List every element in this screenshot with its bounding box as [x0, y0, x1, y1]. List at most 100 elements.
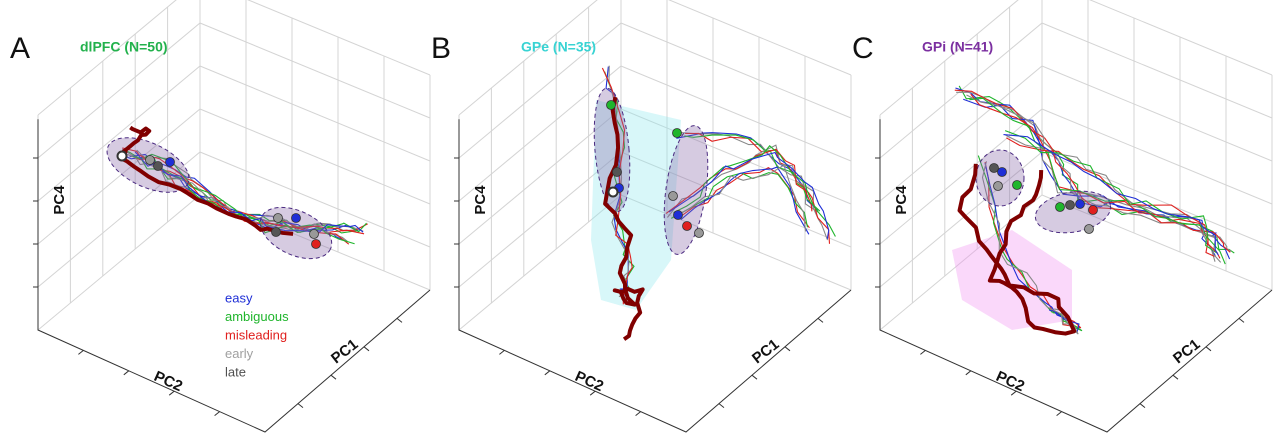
trajectory: [139, 154, 368, 232]
panel-title: GPe (N=35): [521, 39, 596, 55]
panel: C GPi (N=41) PC4 PC2 PC1: [852, 0, 1273, 433]
marker: [612, 167, 622, 177]
legend-entry: misleading: [225, 327, 287, 342]
trajectory: [144, 157, 367, 234]
axis-label: PC2: [993, 368, 1027, 395]
marker: [694, 228, 704, 238]
trajectory: [680, 166, 810, 235]
panel: B GPe (N=35) PC4 PC2 PC1: [431, 0, 852, 433]
marker: [309, 229, 319, 239]
panel-title: dlPFC (N=50): [80, 39, 168, 55]
tick: [784, 346, 791, 352]
marker: [165, 157, 175, 167]
marker: [1055, 202, 1065, 212]
axis-label: PC4: [51, 185, 68, 215]
cluster-ellipse: [1034, 190, 1112, 234]
marker: [672, 128, 682, 138]
tick: [1238, 318, 1245, 323]
grid-line: [37, 65, 431, 202]
marker: [271, 227, 281, 237]
trajectory: [984, 163, 1080, 335]
axis-label: PC2: [151, 368, 185, 395]
marker: [1012, 180, 1022, 190]
tick: [330, 374, 337, 380]
legend-entry: late: [225, 364, 246, 379]
axis-label: PC1: [328, 336, 361, 367]
axis-edge: [37, 119, 431, 433]
tick: [1056, 411, 1062, 416]
tick: [589, 390, 596, 396]
mean-trajectory: [603, 96, 645, 341]
marker: [668, 191, 678, 201]
tick: [920, 350, 926, 355]
trajectory: [677, 164, 807, 232]
variance-cloud: [952, 230, 1072, 330]
tick: [544, 370, 551, 376]
marker: [989, 163, 999, 173]
panel-title: GPi (N=41): [922, 39, 993, 55]
marker: [1088, 205, 1098, 215]
panel-letter: B: [431, 32, 451, 65]
marker: [145, 155, 155, 165]
marker: [607, 186, 619, 198]
tick: [965, 370, 972, 376]
cluster-ellipse: [663, 125, 709, 255]
tick: [635, 411, 641, 416]
grid-line: [879, 0, 1273, 116]
trajectory: [129, 153, 348, 243]
mean-trajectory: [117, 125, 294, 236]
tick: [718, 403, 725, 408]
panel-letter: A: [10, 32, 30, 65]
marker: [997, 167, 1007, 177]
variance-cloud: [591, 100, 681, 310]
grid-line: [879, 65, 1273, 202]
axis-edge: [458, 119, 852, 433]
marker: [311, 239, 321, 249]
tick: [1172, 374, 1179, 380]
trajectory: [1004, 130, 1226, 265]
axis-label: PC4: [893, 185, 910, 215]
marker: [682, 221, 692, 231]
grid-line: [37, 0, 431, 116]
marker: [1084, 224, 1094, 234]
tick: [1139, 403, 1146, 408]
tick: [214, 411, 220, 416]
tick: [1010, 390, 1017, 396]
tick: [396, 318, 403, 323]
trajectory: [966, 94, 1216, 262]
axis-label: PC1: [1170, 336, 1203, 367]
marker: [673, 210, 683, 220]
axis-label: PC2: [572, 368, 606, 395]
cluster-ellipse: [106, 137, 190, 193]
trajectory: [954, 89, 1231, 253]
legend-entry: ambiguous: [225, 309, 289, 324]
axis-label: PC1: [749, 336, 782, 367]
tick: [78, 350, 84, 355]
legend-entry: early: [225, 346, 254, 361]
trajectory: [685, 132, 813, 212]
marker: [291, 213, 301, 223]
marker: [1065, 200, 1075, 210]
marker: [993, 181, 1003, 191]
tick: [751, 374, 758, 380]
grid-line: [37, 108, 431, 245]
tick: [363, 346, 370, 352]
cluster-ellipse: [259, 206, 333, 260]
marker: [153, 161, 163, 171]
grid-line: [37, 151, 431, 288]
cluster-ellipse: [975, 149, 1025, 207]
tick: [499, 350, 505, 355]
panel-letter: C: [852, 32, 874, 65]
tick: [817, 318, 824, 323]
legend-entry: easy: [225, 290, 253, 305]
grid-line: [458, 0, 852, 116]
cluster-ellipse: [593, 87, 631, 213]
axis-label: PC4: [472, 185, 489, 215]
tick: [123, 370, 130, 376]
trajectory: [121, 148, 356, 232]
trajectory: [608, 65, 630, 298]
marker: [116, 150, 128, 162]
axis-edge: [879, 119, 1273, 433]
